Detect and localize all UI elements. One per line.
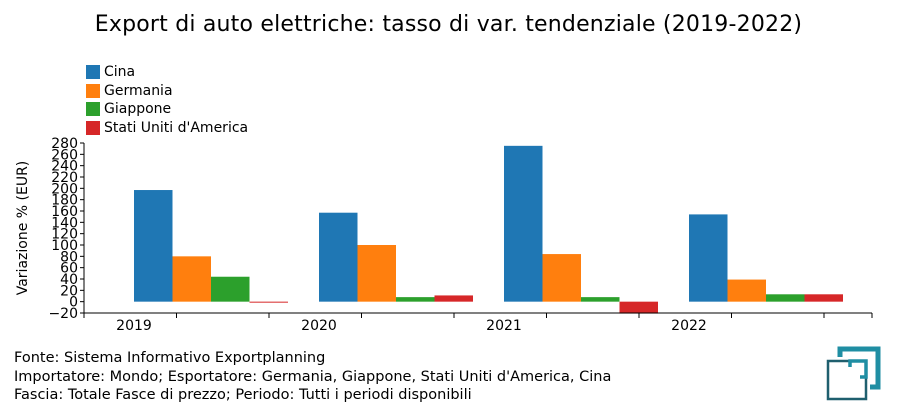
bar-2019-stati-uniti-d-america bbox=[249, 301, 288, 303]
y-tick-label: 160 bbox=[51, 204, 78, 220]
bar-2021-giappone bbox=[581, 297, 620, 302]
y-tick-label: 100 bbox=[51, 238, 78, 254]
footer-price-period: Fascia: Totale Fasce di prezzo; Periodo:… bbox=[14, 387, 472, 403]
legend-swatch-giappone bbox=[86, 102, 100, 117]
legend-item-usa: Stati Uniti d'America bbox=[86, 119, 248, 138]
x-tick-label: 2020 bbox=[301, 318, 337, 334]
y-tick-label: 80 bbox=[60, 249, 78, 265]
legend-label-giappone: Giappone bbox=[104, 101, 172, 118]
bar-2022-cina bbox=[689, 214, 728, 302]
y-tick-label: 60 bbox=[60, 261, 78, 277]
legend-swatch-usa bbox=[86, 120, 100, 135]
legend-swatch-cina bbox=[86, 65, 100, 80]
y-tick-label: 280 bbox=[51, 136, 78, 152]
bar-2020-cina bbox=[319, 212, 358, 302]
chart-title: Export di auto elettriche: tasso di var.… bbox=[94, 12, 803, 37]
footer-importer-exporter: Importatore: Mondo; Esportatore: Germani… bbox=[14, 368, 612, 385]
exportplanning-logo-icon bbox=[826, 346, 881, 401]
y-tick-label: 40 bbox=[60, 272, 78, 288]
legend-label-usa: Stati Uniti d'America bbox=[104, 119, 249, 136]
y-tick-label: 0 bbox=[69, 295, 78, 311]
bar-2022-giappone bbox=[766, 294, 805, 302]
y-tick-label: 240 bbox=[51, 159, 78, 175]
chart-legend: Cina Germania Giappone Stati Uniti d'Ame… bbox=[86, 63, 248, 137]
y-axis-label: Variazione % (EUR) bbox=[15, 161, 31, 296]
x-tick-label: 2022 bbox=[671, 318, 707, 334]
bar-2021-stati-uniti-d-america bbox=[619, 301, 658, 314]
footer-source: Fonte: Sistema Informativo Exportplannin… bbox=[14, 350, 326, 366]
bar-2022-germania bbox=[727, 279, 766, 302]
bar-2020-stati-uniti-d-america bbox=[434, 295, 473, 302]
bar-2021-cina bbox=[504, 145, 543, 302]
y-tick-label: 260 bbox=[51, 147, 78, 163]
bar-2020-germania bbox=[357, 245, 396, 302]
chart-footer: Fonte: Sistema Informativo Exportplannin… bbox=[14, 349, 611, 405]
bar-2020-giappone bbox=[396, 297, 435, 302]
bar-2019-germania bbox=[172, 256, 211, 302]
bar-2019-cina bbox=[134, 190, 173, 302]
y-tick-label: 20 bbox=[60, 283, 78, 299]
x-tick-label: 2021 bbox=[486, 318, 522, 334]
y-tick-label: 200 bbox=[51, 181, 78, 197]
y-tick-label: 140 bbox=[51, 215, 78, 231]
legend-item-giappone: Giappone bbox=[86, 100, 248, 119]
legend-item-cina: Cina bbox=[86, 63, 248, 82]
y-tick-label: 120 bbox=[51, 227, 78, 243]
bar-2019-giappone bbox=[211, 276, 250, 302]
x-tick-label: 2019 bbox=[116, 318, 152, 334]
y-tick-label: 180 bbox=[51, 193, 78, 209]
legend-label-germania: Germania bbox=[104, 82, 173, 99]
bar-2022-stati-uniti-d-america bbox=[804, 294, 843, 302]
bar-2021-germania bbox=[542, 254, 581, 302]
y-tick-label: 220 bbox=[51, 170, 78, 186]
y-tick-label: −20 bbox=[48, 306, 78, 322]
legend-swatch-germania bbox=[86, 83, 100, 98]
legend-item-germania: Germania bbox=[86, 82, 248, 101]
legend-label-cina: Cina bbox=[104, 64, 136, 81]
